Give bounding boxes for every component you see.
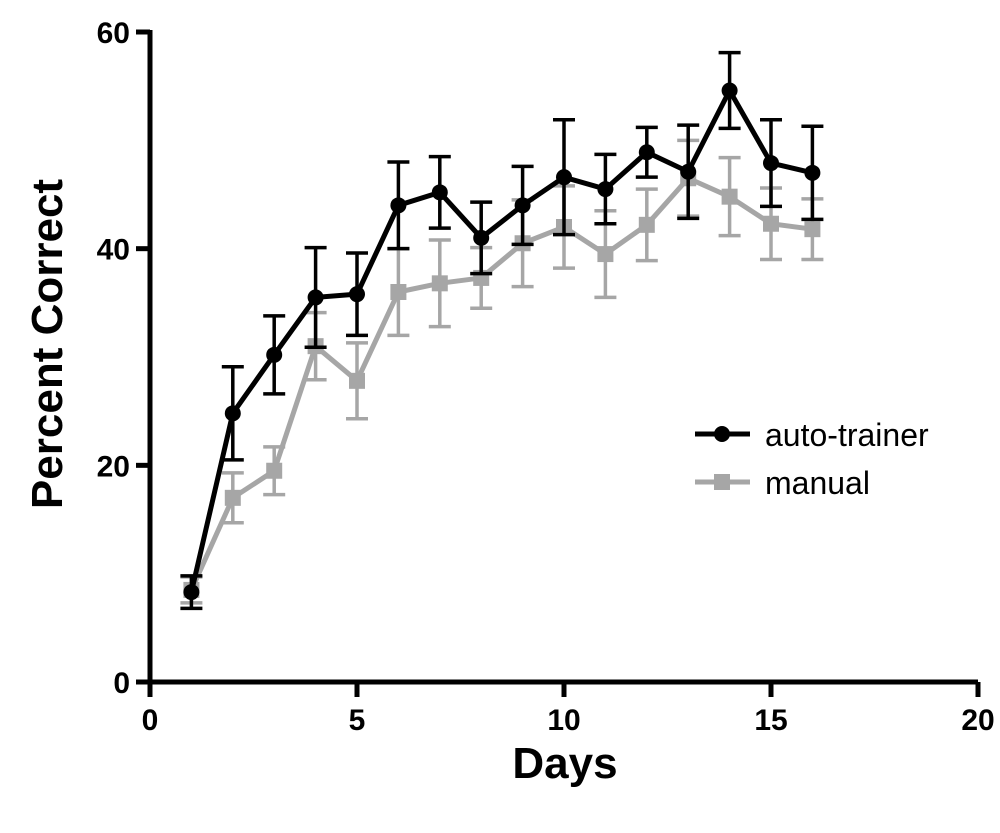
- data-point: [597, 181, 614, 198]
- data-point: [638, 144, 655, 161]
- x-tick-label: 15: [754, 704, 787, 737]
- legend-marker-manual: [714, 474, 730, 490]
- data-point: [763, 155, 779, 172]
- series-manual: [180, 138, 824, 605]
- data-point: [431, 275, 448, 292]
- data-point: [763, 215, 779, 232]
- data-point: [514, 197, 531, 214]
- series-line: [189, 175, 813, 591]
- series-auto-trainer: [180, 50, 824, 611]
- data-point: [638, 216, 655, 233]
- series-line: [188, 85, 813, 593]
- y-ticks: 0 20 40 60: [97, 17, 150, 700]
- data-point: [266, 462, 283, 479]
- data-point: [224, 489, 241, 506]
- data-point: [349, 286, 365, 303]
- legend-marker-auto-trainer: [714, 426, 730, 442]
- y-tick-label: 0: [113, 667, 130, 700]
- data-point: [680, 163, 697, 180]
- x-axis-title: Days: [512, 739, 617, 788]
- data-point: [721, 82, 738, 99]
- legend-label-manual: manual: [765, 465, 870, 501]
- data-point: [597, 246, 614, 263]
- data-point: [224, 405, 241, 422]
- y-tick-label: 20: [97, 450, 130, 483]
- data-point: [556, 169, 572, 186]
- legend-item-auto-trainer: auto-trainer: [695, 417, 929, 453]
- x-tick-label: 20: [961, 704, 994, 737]
- data-point: [804, 221, 821, 238]
- data-point: [804, 164, 821, 181]
- data-point: [390, 197, 407, 214]
- x-tick-label: 0: [142, 704, 159, 737]
- data-point: [473, 229, 490, 246]
- data-point: [183, 584, 200, 601]
- x-ticks: 0 5 10 15 20: [142, 682, 995, 737]
- x-tick-label: 5: [349, 704, 366, 737]
- y-tick-label: 60: [97, 17, 130, 50]
- y-axis-title: Percent Correct: [23, 179, 72, 509]
- data-point: [349, 372, 365, 389]
- data-point: [266, 346, 283, 363]
- y-tick-label: 40: [97, 234, 130, 267]
- data-point: [721, 188, 738, 205]
- data-point: [431, 184, 448, 201]
- data-point: [390, 284, 407, 300]
- legend: auto-trainer manual: [695, 417, 929, 501]
- legend-label-auto-trainer: auto-trainer: [765, 417, 929, 453]
- x-tick-label: 10: [547, 704, 580, 737]
- legend-item-manual: manual: [695, 465, 870, 501]
- data-point: [307, 289, 324, 306]
- series-layer: [180, 50, 824, 611]
